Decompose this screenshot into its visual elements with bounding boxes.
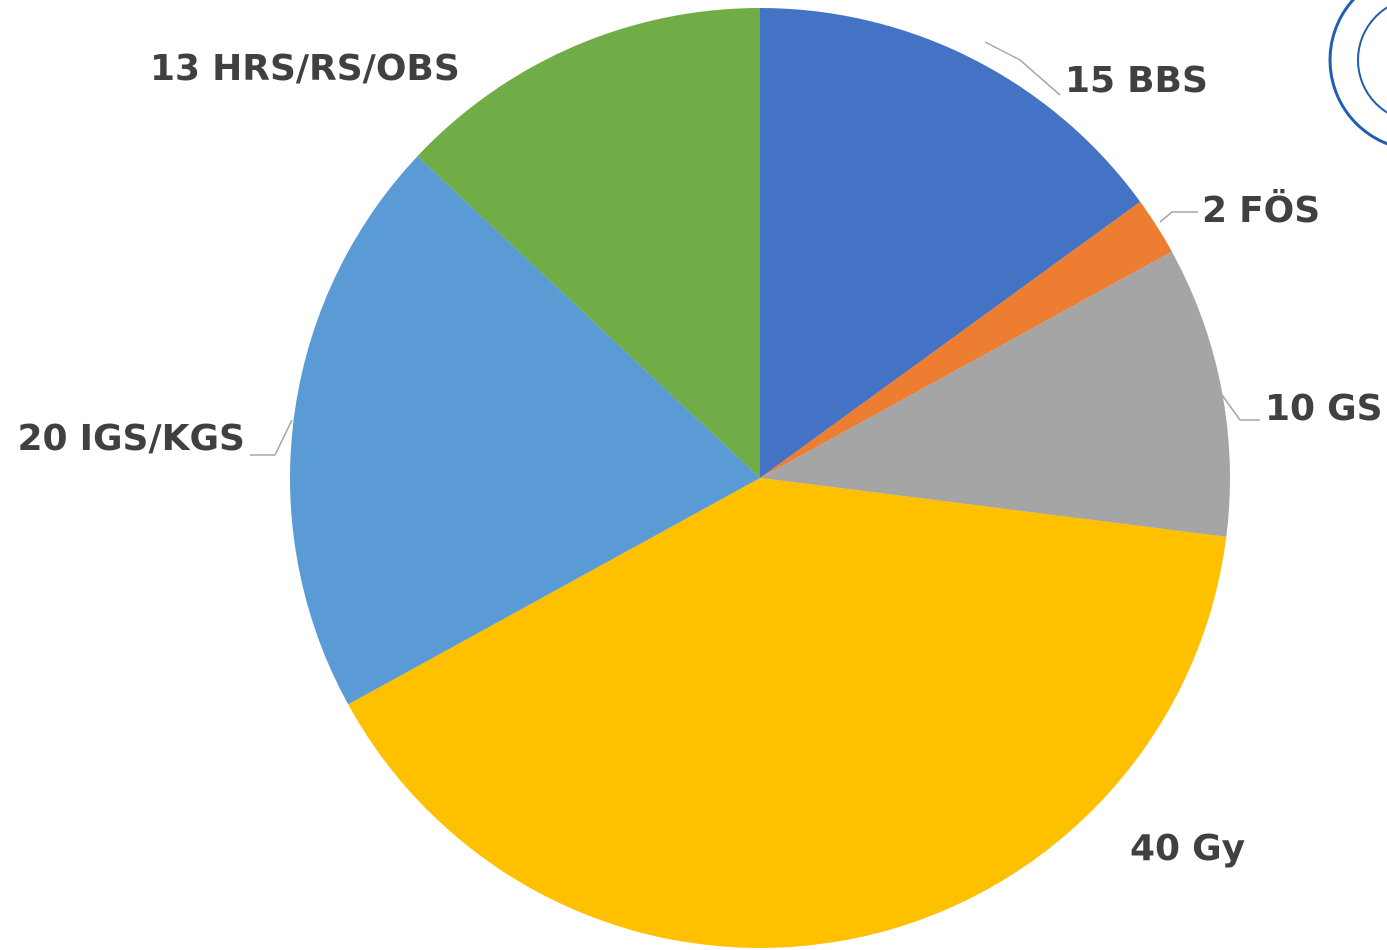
slice-value: 10 [1265,388,1315,429]
slice-category: BBS [1127,60,1208,101]
slice-value: 2 [1202,190,1227,231]
leader-line [984,41,1061,96]
slice-value: 20 [17,418,67,459]
pie-slice [417,8,760,478]
slice-label: 40 Gy [1130,828,1245,869]
slice-value: 40 [1130,828,1180,869]
slice-category: HRS/RS/OBS [212,48,460,89]
slice-category: Gy [1192,828,1245,869]
pie-slice [290,156,760,705]
logo-fragment [1328,0,1387,146]
leader-line [1221,394,1260,421]
slice-value: 13 [150,48,200,89]
slice-label: 2 FÖS [1202,189,1320,231]
leader-line [1159,211,1198,223]
pie-slice [348,478,1227,949]
pie-slice [760,8,1141,478]
slice-category: IGS/KGS [80,418,245,459]
leader-line [250,419,293,456]
slice-label: 13 HRS/RS/OBS [150,48,460,89]
pie-slice [760,251,1230,537]
pie-slice [760,201,1172,478]
slice-label: 10 GS [1265,388,1383,429]
slice-label: 20 IGS/KGS [17,418,245,459]
slice-category: GS [1327,388,1382,429]
logo-ring [1328,0,1387,146]
logo-ring-inner [1357,6,1387,114]
slice-value: 15 [1065,60,1115,101]
slice-category: FÖS [1239,189,1320,231]
slice-label: 15 BBS [1065,60,1208,101]
